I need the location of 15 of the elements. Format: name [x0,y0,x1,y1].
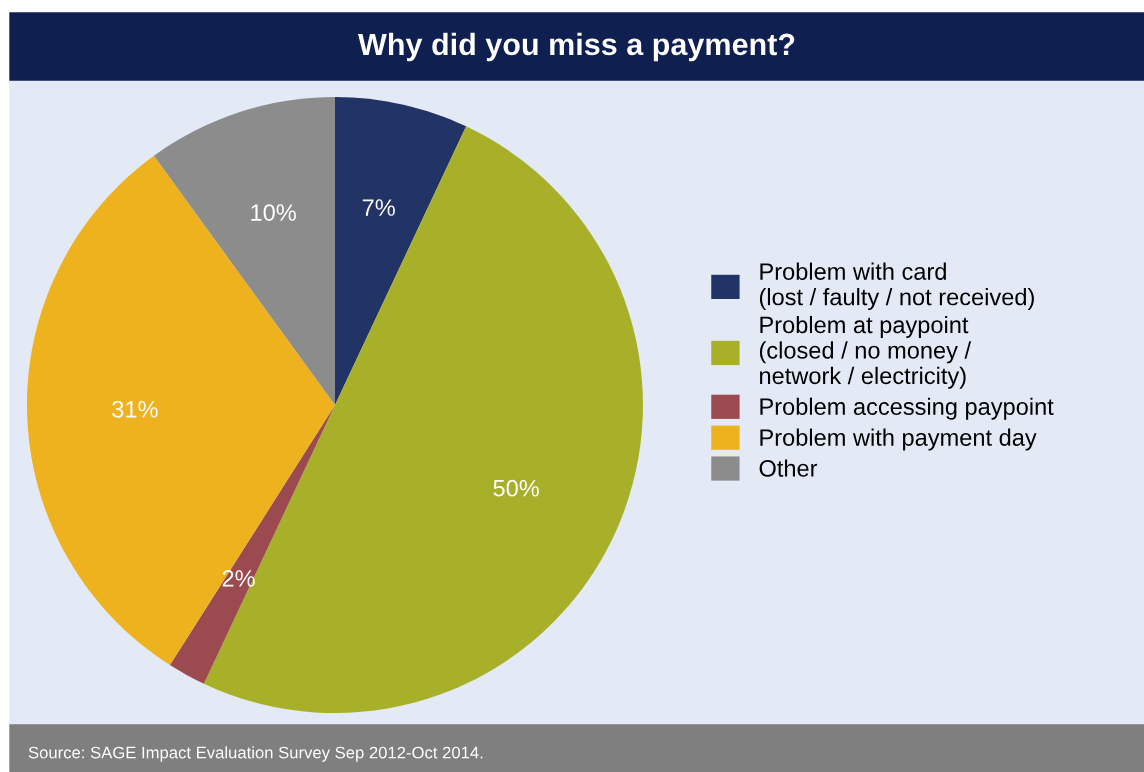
data-label: 10% [251,204,296,221]
legend-label: Problem accessing paypoint [760,397,1054,420]
data-label: 7% [362,199,395,216]
legend-label: Problem with payment day [760,428,1037,451]
legend-label: Other [759,459,818,477]
pie-slice [335,97,467,405]
data-label: 31% [112,400,158,418]
chart-title: Why did you miss a payment? [358,32,795,62]
pie-slice [203,126,643,713]
pie-slice [27,155,335,666]
data-label: 50% [493,479,539,497]
legend-label: Problem with card (lost / faulty / not received) [759,262,1034,311]
legend-label: Problem at paypoint (closed / no money / network / electricity) [759,315,972,389]
pie-slice [169,405,335,684]
source-note: Source: SAGE Impact Evaluation Survey Sep 2012-Oct 2014. [28,746,483,762]
